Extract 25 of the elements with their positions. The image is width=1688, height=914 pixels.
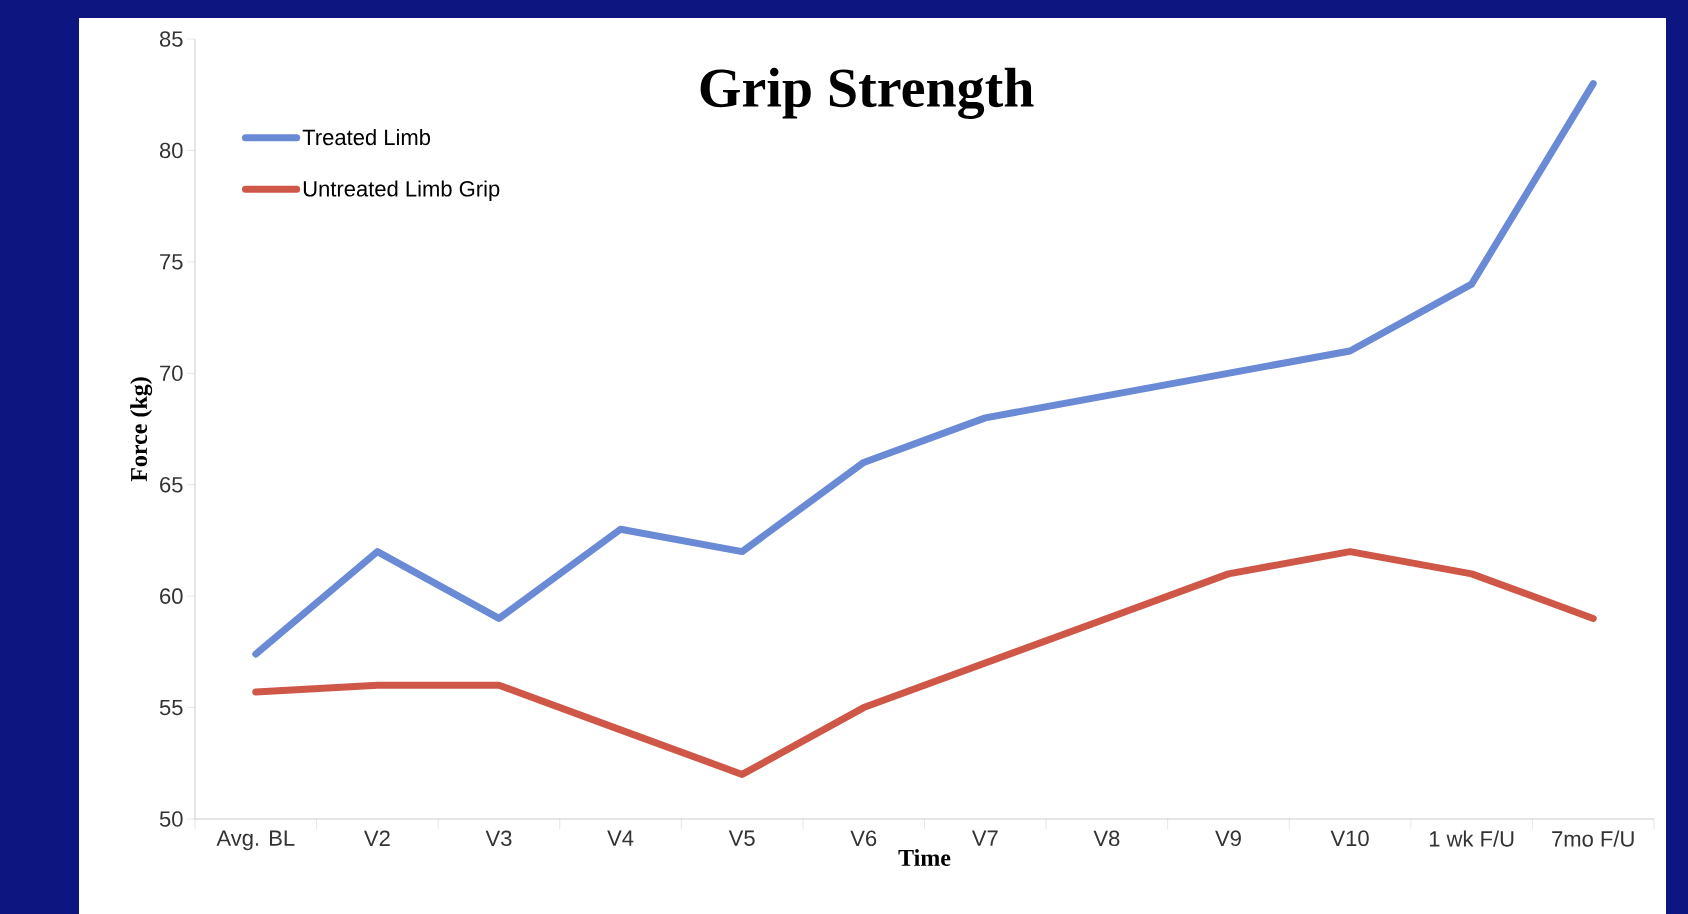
legend-label: Untreated Limb Grip xyxy=(303,180,500,201)
x-tick-label: V4 xyxy=(607,830,634,846)
chart-title: Grip Strength xyxy=(700,67,1034,119)
x-tick-label: Avg. BL xyxy=(216,830,295,851)
x-tick-label: V6 xyxy=(850,830,877,847)
x-tick-label: V7 xyxy=(971,830,998,846)
x-tick-label: V8 xyxy=(1093,830,1120,847)
y-tick-label: 85 xyxy=(159,31,183,47)
y-tick-label: 50 xyxy=(159,811,183,827)
legend-label: Treated Limb xyxy=(302,128,431,146)
y-tick-label: 65 xyxy=(160,476,183,493)
x-tick-label: V10 xyxy=(1330,830,1369,847)
x-tick-label: 7mo F/U xyxy=(1552,830,1634,847)
x-tick-label: V5 xyxy=(728,830,755,846)
y-tick-label: 80 xyxy=(159,142,183,159)
x-tick-label: V3 xyxy=(485,830,512,847)
x-axis-title: Time xyxy=(898,849,951,866)
y-tick-label: 60 xyxy=(160,588,183,604)
y-tick-label: 75 xyxy=(160,254,183,270)
x-tick-label: V9 xyxy=(1215,830,1241,847)
x-tick-label: 1 wk F/U xyxy=(1429,830,1514,847)
y-tick-label: 70 xyxy=(160,365,183,382)
y-axis-title: Force (kg) xyxy=(130,377,153,482)
y-tick-label: 55 xyxy=(159,699,183,716)
x-tick-label: V2 xyxy=(364,830,390,846)
